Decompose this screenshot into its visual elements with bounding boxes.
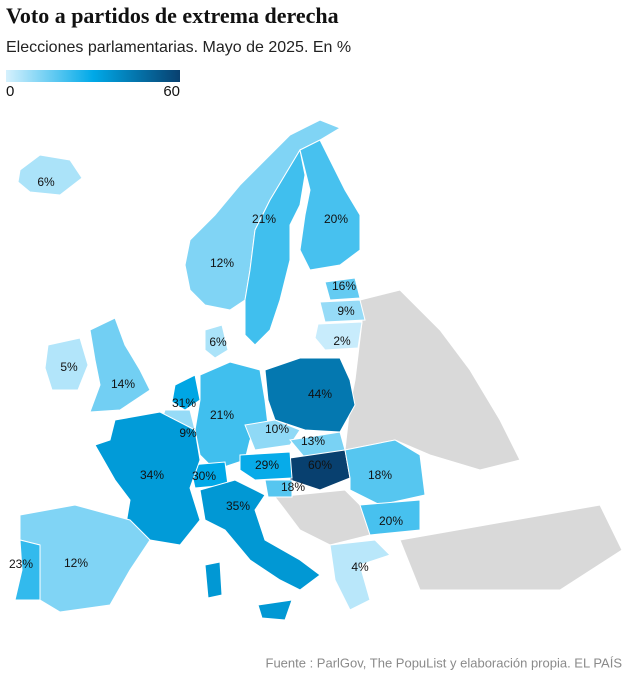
value-label: 21% [210,408,234,422]
value-label: 20% [324,212,348,226]
value-label: 34% [140,468,164,482]
subtitle: Elecciones parlamentarias. Mayo de 2025.… [6,39,351,56]
region [14,539,41,601]
region [319,299,366,323]
value-label: 6% [37,175,55,189]
region [257,599,293,621]
no-data-region [344,289,521,471]
region [89,317,151,413]
value-label: 18% [281,480,305,494]
region [171,374,201,411]
value-label: 31% [172,396,196,410]
title: Voto a partidos de extrema derecha [6,3,339,28]
value-label: 5% [60,360,78,374]
region [244,419,301,451]
value-label: 23% [9,557,33,571]
region [199,479,321,591]
value-label: 4% [351,560,369,574]
legend-tick-label: 60 [163,83,180,100]
region [314,321,363,351]
value-label: 9% [337,304,355,318]
no-data-region [274,489,371,546]
no-data-region [399,504,623,591]
region [44,337,89,391]
value-label: 10% [265,422,289,436]
value-label: 18% [368,468,392,482]
region [204,324,229,359]
value-label: 21% [252,212,276,226]
region [204,561,223,599]
value-label: 6% [209,335,227,349]
region [244,148,306,346]
value-label: 9% [179,426,197,440]
region [94,411,201,546]
region [17,154,83,196]
legend-bar [6,70,180,82]
value-label: 29% [255,458,279,472]
source: Fuente : ParlGov, The PopuList y elabora… [266,655,623,670]
value-label: 13% [301,434,325,448]
region [324,277,361,301]
region [264,357,356,433]
region [194,361,269,471]
value-label: 2% [333,334,351,348]
value-label: 12% [210,256,234,270]
value-label: 12% [64,556,88,570]
region [239,451,293,481]
value-label: 16% [332,279,356,293]
region [344,439,426,506]
no-data-regions [274,289,623,591]
region [299,139,361,271]
value-label: 14% [111,377,135,391]
region [329,539,391,611]
value-label: 30% [192,469,216,483]
region [264,479,293,498]
value-label: 35% [226,499,250,513]
legend-tick-label: 0 [6,83,14,100]
value-label: 20% [379,514,403,528]
region [359,499,421,536]
value-label: 60% [308,458,332,472]
value-label: 44% [308,387,332,401]
